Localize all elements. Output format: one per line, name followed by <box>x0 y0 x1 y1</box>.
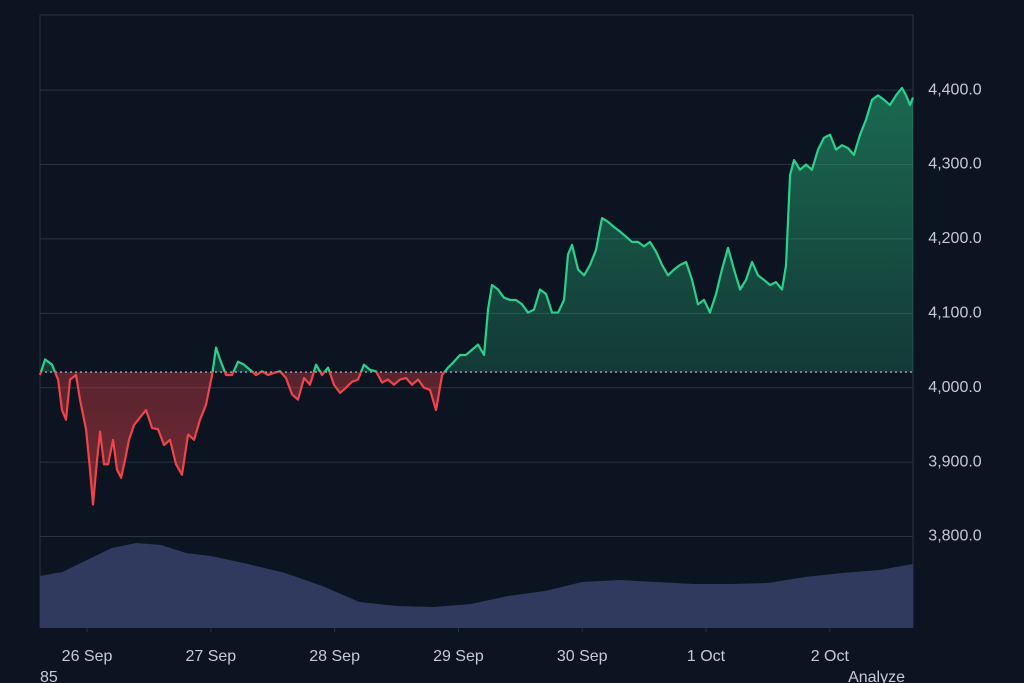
y-tick-label: 4,200.0 <box>928 230 981 247</box>
area-down <box>40 372 445 505</box>
x-tick-label: 2 Oct <box>811 648 850 665</box>
footer-left: 85 <box>40 669 58 683</box>
y-tick-label: 4,300.0 <box>928 156 981 173</box>
y-tick-label: 4,000.0 <box>928 379 981 396</box>
y-tick-label: 3,900.0 <box>928 453 981 470</box>
price-line-up <box>39 86 915 373</box>
y-tick-label: 4,400.0 <box>928 81 981 98</box>
volume-area <box>40 543 913 628</box>
price-line-down <box>38 372 446 506</box>
area-up <box>40 87 913 373</box>
footer-right[interactable]: Analyze <box>848 669 905 683</box>
x-tick-label: 30 Sep <box>557 648 608 665</box>
x-tick-label: 28 Sep <box>309 648 360 665</box>
x-tick-label: 29 Sep <box>433 648 484 665</box>
x-tick-label: 26 Sep <box>62 648 113 665</box>
y-tick-label: 4,100.0 <box>928 305 981 322</box>
x-tick-label: 1 Oct <box>687 648 726 665</box>
x-tick-label: 27 Sep <box>185 648 236 665</box>
y-tick-label: 3,800.0 <box>928 528 981 545</box>
